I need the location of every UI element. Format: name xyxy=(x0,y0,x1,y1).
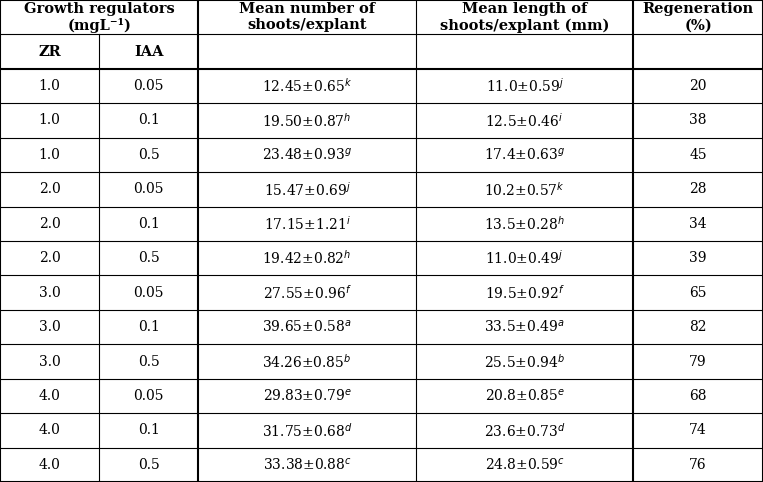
Text: 23.6±0.73$^{d}$: 23.6±0.73$^{d}$ xyxy=(484,421,565,439)
Text: 0.1: 0.1 xyxy=(138,423,159,437)
Text: 4.0: 4.0 xyxy=(39,389,60,403)
Text: 34: 34 xyxy=(689,217,707,231)
Text: 1.0: 1.0 xyxy=(39,148,60,162)
Text: 0.1: 0.1 xyxy=(138,217,159,231)
Text: 20: 20 xyxy=(690,79,707,93)
Text: 79: 79 xyxy=(689,354,707,369)
Text: 0.05: 0.05 xyxy=(134,79,164,93)
Text: 0.5: 0.5 xyxy=(138,354,159,369)
Text: Regeneration
(%): Regeneration (%) xyxy=(642,2,754,32)
Text: 4.0: 4.0 xyxy=(39,423,60,437)
Text: 1.0: 1.0 xyxy=(39,79,60,93)
Text: 11.0±0.49$^{j}$: 11.0±0.49$^{j}$ xyxy=(485,249,564,267)
Text: 27.55±0.96$^{f}$: 27.55±0.96$^{f}$ xyxy=(262,284,352,302)
Text: 2.0: 2.0 xyxy=(39,251,60,265)
Text: 2.0: 2.0 xyxy=(39,182,60,196)
Text: 65: 65 xyxy=(690,286,707,300)
Text: 28: 28 xyxy=(690,182,707,196)
Text: 13.5±0.28$^{h}$: 13.5±0.28$^{h}$ xyxy=(485,215,565,233)
Text: 34.26±0.85$^{b}$: 34.26±0.85$^{b}$ xyxy=(262,352,352,371)
Text: 15.47±0.69$^{j}$: 15.47±0.69$^{j}$ xyxy=(263,180,351,198)
Text: 2.0: 2.0 xyxy=(39,217,60,231)
Text: 25.5±0.94$^{b}$: 25.5±0.94$^{b}$ xyxy=(484,352,565,371)
Text: 20.8±0.85$^{e}$: 20.8±0.85$^{e}$ xyxy=(485,388,565,404)
Text: 0.05: 0.05 xyxy=(134,286,164,300)
Text: 29.83±0.79$^{e}$: 29.83±0.79$^{e}$ xyxy=(262,388,352,404)
Text: 1.0: 1.0 xyxy=(39,113,60,128)
Text: 23.48±0.93$^{g}$: 23.48±0.93$^{g}$ xyxy=(262,147,353,163)
Text: 17.4±0.63$^{g}$: 17.4±0.63$^{g}$ xyxy=(484,147,565,163)
Text: 0.05: 0.05 xyxy=(134,182,164,196)
Text: Growth regulators
(mgL⁻¹): Growth regulators (mgL⁻¹) xyxy=(24,1,175,33)
Text: 0.5: 0.5 xyxy=(138,148,159,162)
Text: ZR: ZR xyxy=(38,45,61,59)
Text: 74: 74 xyxy=(689,423,707,437)
Text: 24.8±0.59$^{c}$: 24.8±0.59$^{c}$ xyxy=(485,457,565,473)
Text: 3.0: 3.0 xyxy=(39,354,60,369)
Text: 11.0±0.59$^{j}$: 11.0±0.59$^{j}$ xyxy=(486,77,563,95)
Text: 39: 39 xyxy=(690,251,707,265)
Text: 38: 38 xyxy=(690,113,707,128)
Text: 4.0: 4.0 xyxy=(39,458,60,472)
Text: 12.45±0.65$^{k}$: 12.45±0.65$^{k}$ xyxy=(262,77,353,95)
Text: 68: 68 xyxy=(690,389,707,403)
Text: 12.5±0.46$^{i}$: 12.5±0.46$^{i}$ xyxy=(485,111,564,130)
Text: 76: 76 xyxy=(689,458,707,472)
Text: 0.1: 0.1 xyxy=(138,113,159,128)
Text: 19.5±0.92$^{f}$: 19.5±0.92$^{f}$ xyxy=(485,284,565,302)
Text: 82: 82 xyxy=(690,320,707,334)
Text: 39.65±0.58$^{a}$: 39.65±0.58$^{a}$ xyxy=(262,319,352,335)
Text: IAA: IAA xyxy=(134,45,163,59)
Text: 19.50±0.87$^{h}$: 19.50±0.87$^{h}$ xyxy=(262,111,352,130)
Text: 0.05: 0.05 xyxy=(134,389,164,403)
Text: 0.1: 0.1 xyxy=(138,320,159,334)
Text: Mean number of
shoots/explant: Mean number of shoots/explant xyxy=(239,2,375,32)
Text: 33.5±0.49$^{a}$: 33.5±0.49$^{a}$ xyxy=(484,319,565,335)
Text: 10.2±0.57$^{k}$: 10.2±0.57$^{k}$ xyxy=(484,180,565,198)
Text: 45: 45 xyxy=(689,148,707,162)
Text: Mean length of
shoots/explant (mm): Mean length of shoots/explant (mm) xyxy=(440,2,609,33)
Text: 3.0: 3.0 xyxy=(39,320,60,334)
Text: 19.42±0.82$^{h}$: 19.42±0.82$^{h}$ xyxy=(262,249,352,267)
Text: 17.15±1.21$^{i}$: 17.15±1.21$^{i}$ xyxy=(264,215,350,233)
Text: 0.5: 0.5 xyxy=(138,458,159,472)
Text: 33.38±0.88$^{c}$: 33.38±0.88$^{c}$ xyxy=(262,457,352,473)
Text: 3.0: 3.0 xyxy=(39,286,60,300)
Text: 31.75±0.68$^{d}$: 31.75±0.68$^{d}$ xyxy=(262,421,353,439)
Text: 0.5: 0.5 xyxy=(138,251,159,265)
